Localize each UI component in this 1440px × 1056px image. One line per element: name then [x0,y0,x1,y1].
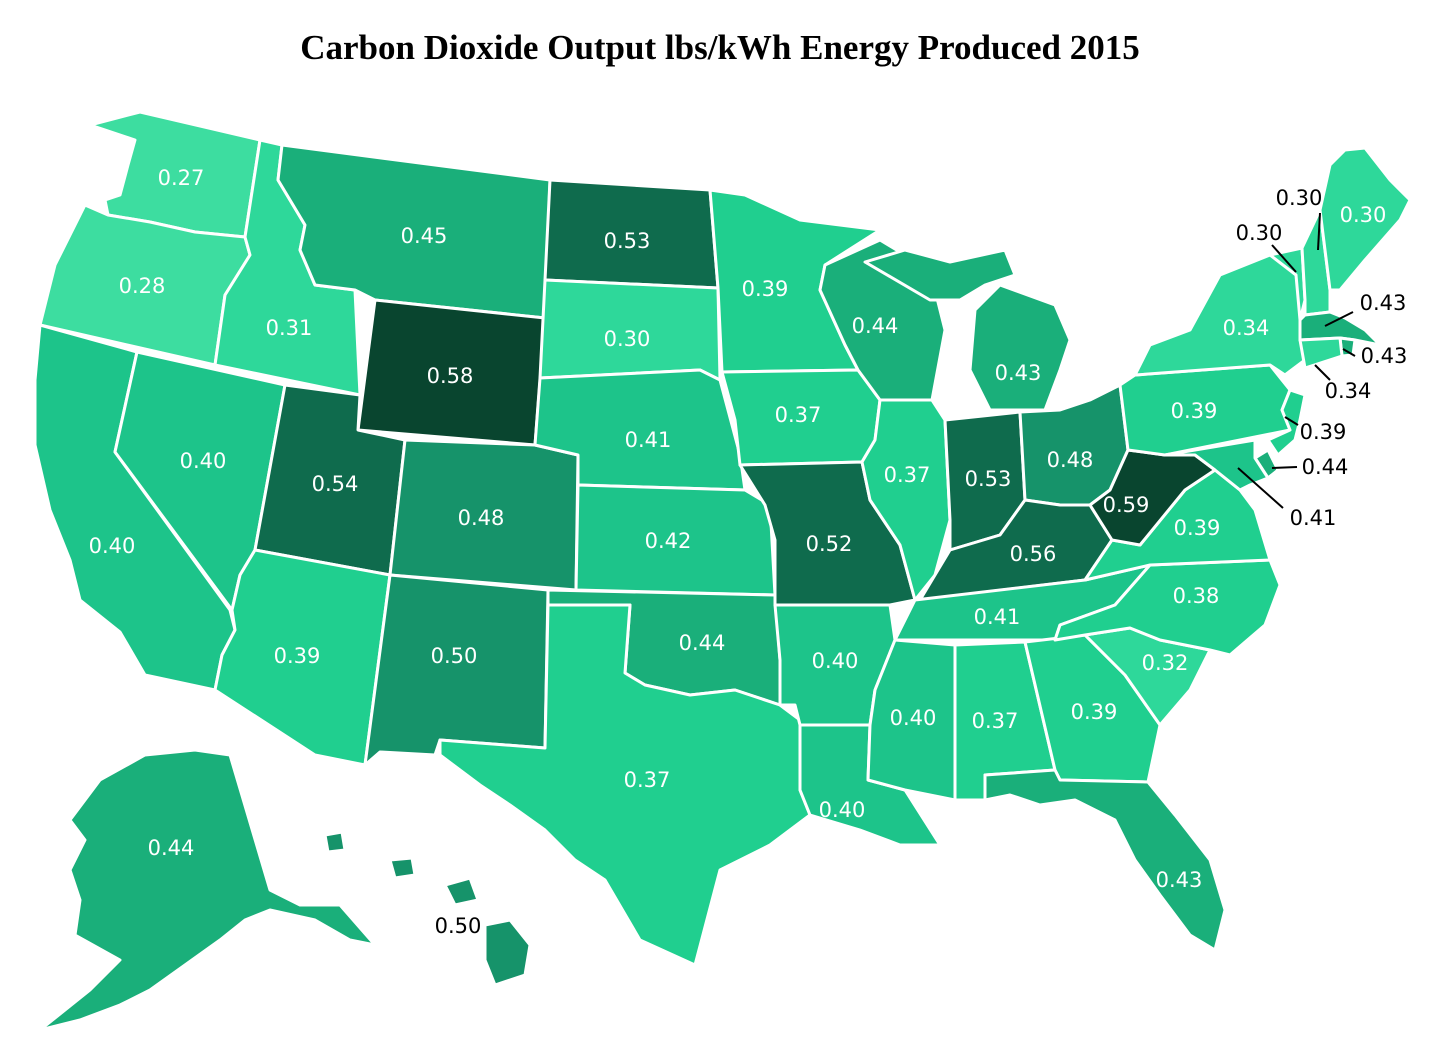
value-label-nd: 0.53 [604,229,651,253]
state-hi-kauai[interactable] [323,830,347,854]
state-fl[interactable] [983,768,1227,952]
value-label-la: 0.40 [819,798,866,822]
value-label-tn: 0.41 [974,605,1021,629]
state-ny[interactable] [1133,253,1307,377]
state-tx[interactable] [438,603,812,967]
value-label-ks: 0.42 [645,529,692,553]
value-label-ok: 0.44 [679,631,726,655]
leader-vt [1271,244,1297,273]
state-hi-maui[interactable] [443,876,480,907]
value-label-nj: 0.39 [1300,420,1347,444]
value-label-pa: 0.39 [1171,399,1218,423]
value-label-ia: 0.37 [775,403,822,427]
state-ak[interactable] [38,748,377,1032]
value-label-mn: 0.39 [742,277,789,301]
map-title: Carbon Dioxide Output lbs/kWh Energy Pro… [300,28,1140,67]
leader-ma [1324,311,1354,327]
value-label-ky: 0.56 [1010,542,1057,566]
state-ct[interactable] [1298,336,1344,370]
value-label-wi: 0.44 [852,314,899,338]
value-label-co: 0.48 [458,506,505,530]
value-label-wy: 0.58 [427,364,474,388]
value-label-me: 0.30 [1340,203,1387,227]
value-label-sc: 0.32 [1142,651,1189,675]
value-label-oh: 0.48 [1047,448,1094,472]
value-label-in: 0.53 [965,467,1012,491]
value-label-ga: 0.39 [1071,700,1118,724]
leader-md [1237,467,1284,509]
value-label-ms: 0.40 [890,706,937,730]
value-label-nv: 0.40 [180,449,227,473]
leader-nh [1317,212,1321,251]
value-label-mi: 0.43 [995,361,1042,385]
value-label-ar: 0.40 [812,649,859,673]
state-ks[interactable] [574,483,777,597]
state-hi-main[interactable] [483,918,532,987]
value-label-ne: 0.41 [625,428,672,452]
value-label-sd: 0.30 [604,327,651,351]
value-label-ri: 0.43 [1361,344,1408,368]
value-label-ma: 0.43 [1360,291,1407,315]
value-label-ct: 0.34 [1325,379,1372,403]
state-hi-oahu[interactable] [388,856,417,880]
state-md[interactable] [1163,438,1270,492]
state-me[interactable] [1318,146,1412,292]
state-nm[interactable] [363,573,550,767]
leader-nj [1284,416,1299,426]
value-label-wa: 0.27 [158,166,205,190]
value-label-ut: 0.54 [312,472,359,496]
value-label-hi: 0.50 [435,914,482,938]
value-label-nh: 0.30 [1276,186,1323,210]
value-label-tx: 0.37 [624,768,671,792]
value-label-ny: 0.34 [1223,316,1270,340]
leader-ct [1314,364,1331,381]
value-label-nm: 0.50 [431,644,478,668]
state-vt[interactable] [1268,246,1307,322]
leader-ri [1342,348,1356,357]
value-label-ca: 0.40 [89,534,136,558]
state-labels: 0.27 0.28 0.40 0.31 0.40 0.45 0.58 0.54 0.39 0.48… [89,166,1408,938]
value-label-md: 0.41 [1290,506,1337,530]
value-label-vt: 0.30 [1236,221,1283,245]
value-label-mo: 0.52 [806,532,853,556]
value-label-al: 0.37 [972,709,1019,733]
value-label-va: 0.39 [1174,516,1221,540]
leader-de [1271,466,1298,469]
value-label-il: 0.37 [884,463,931,487]
value-label-fl: 0.43 [1156,868,1203,892]
value-label-de: 0.44 [1302,455,1349,479]
value-label-nc: 0.38 [1173,584,1220,608]
state-mi-upper[interactable] [863,248,1017,302]
state-mi-lower[interactable] [968,283,1072,412]
value-label-az: 0.39 [274,644,321,668]
value-label-ak: 0.44 [148,836,195,860]
value-label-mt: 0.45 [401,224,448,248]
value-label-id: 0.31 [266,316,313,340]
state-nj[interactable] [1266,388,1307,457]
value-label-or: 0.28 [119,274,166,298]
value-label-wv: 0.59 [1103,493,1150,517]
